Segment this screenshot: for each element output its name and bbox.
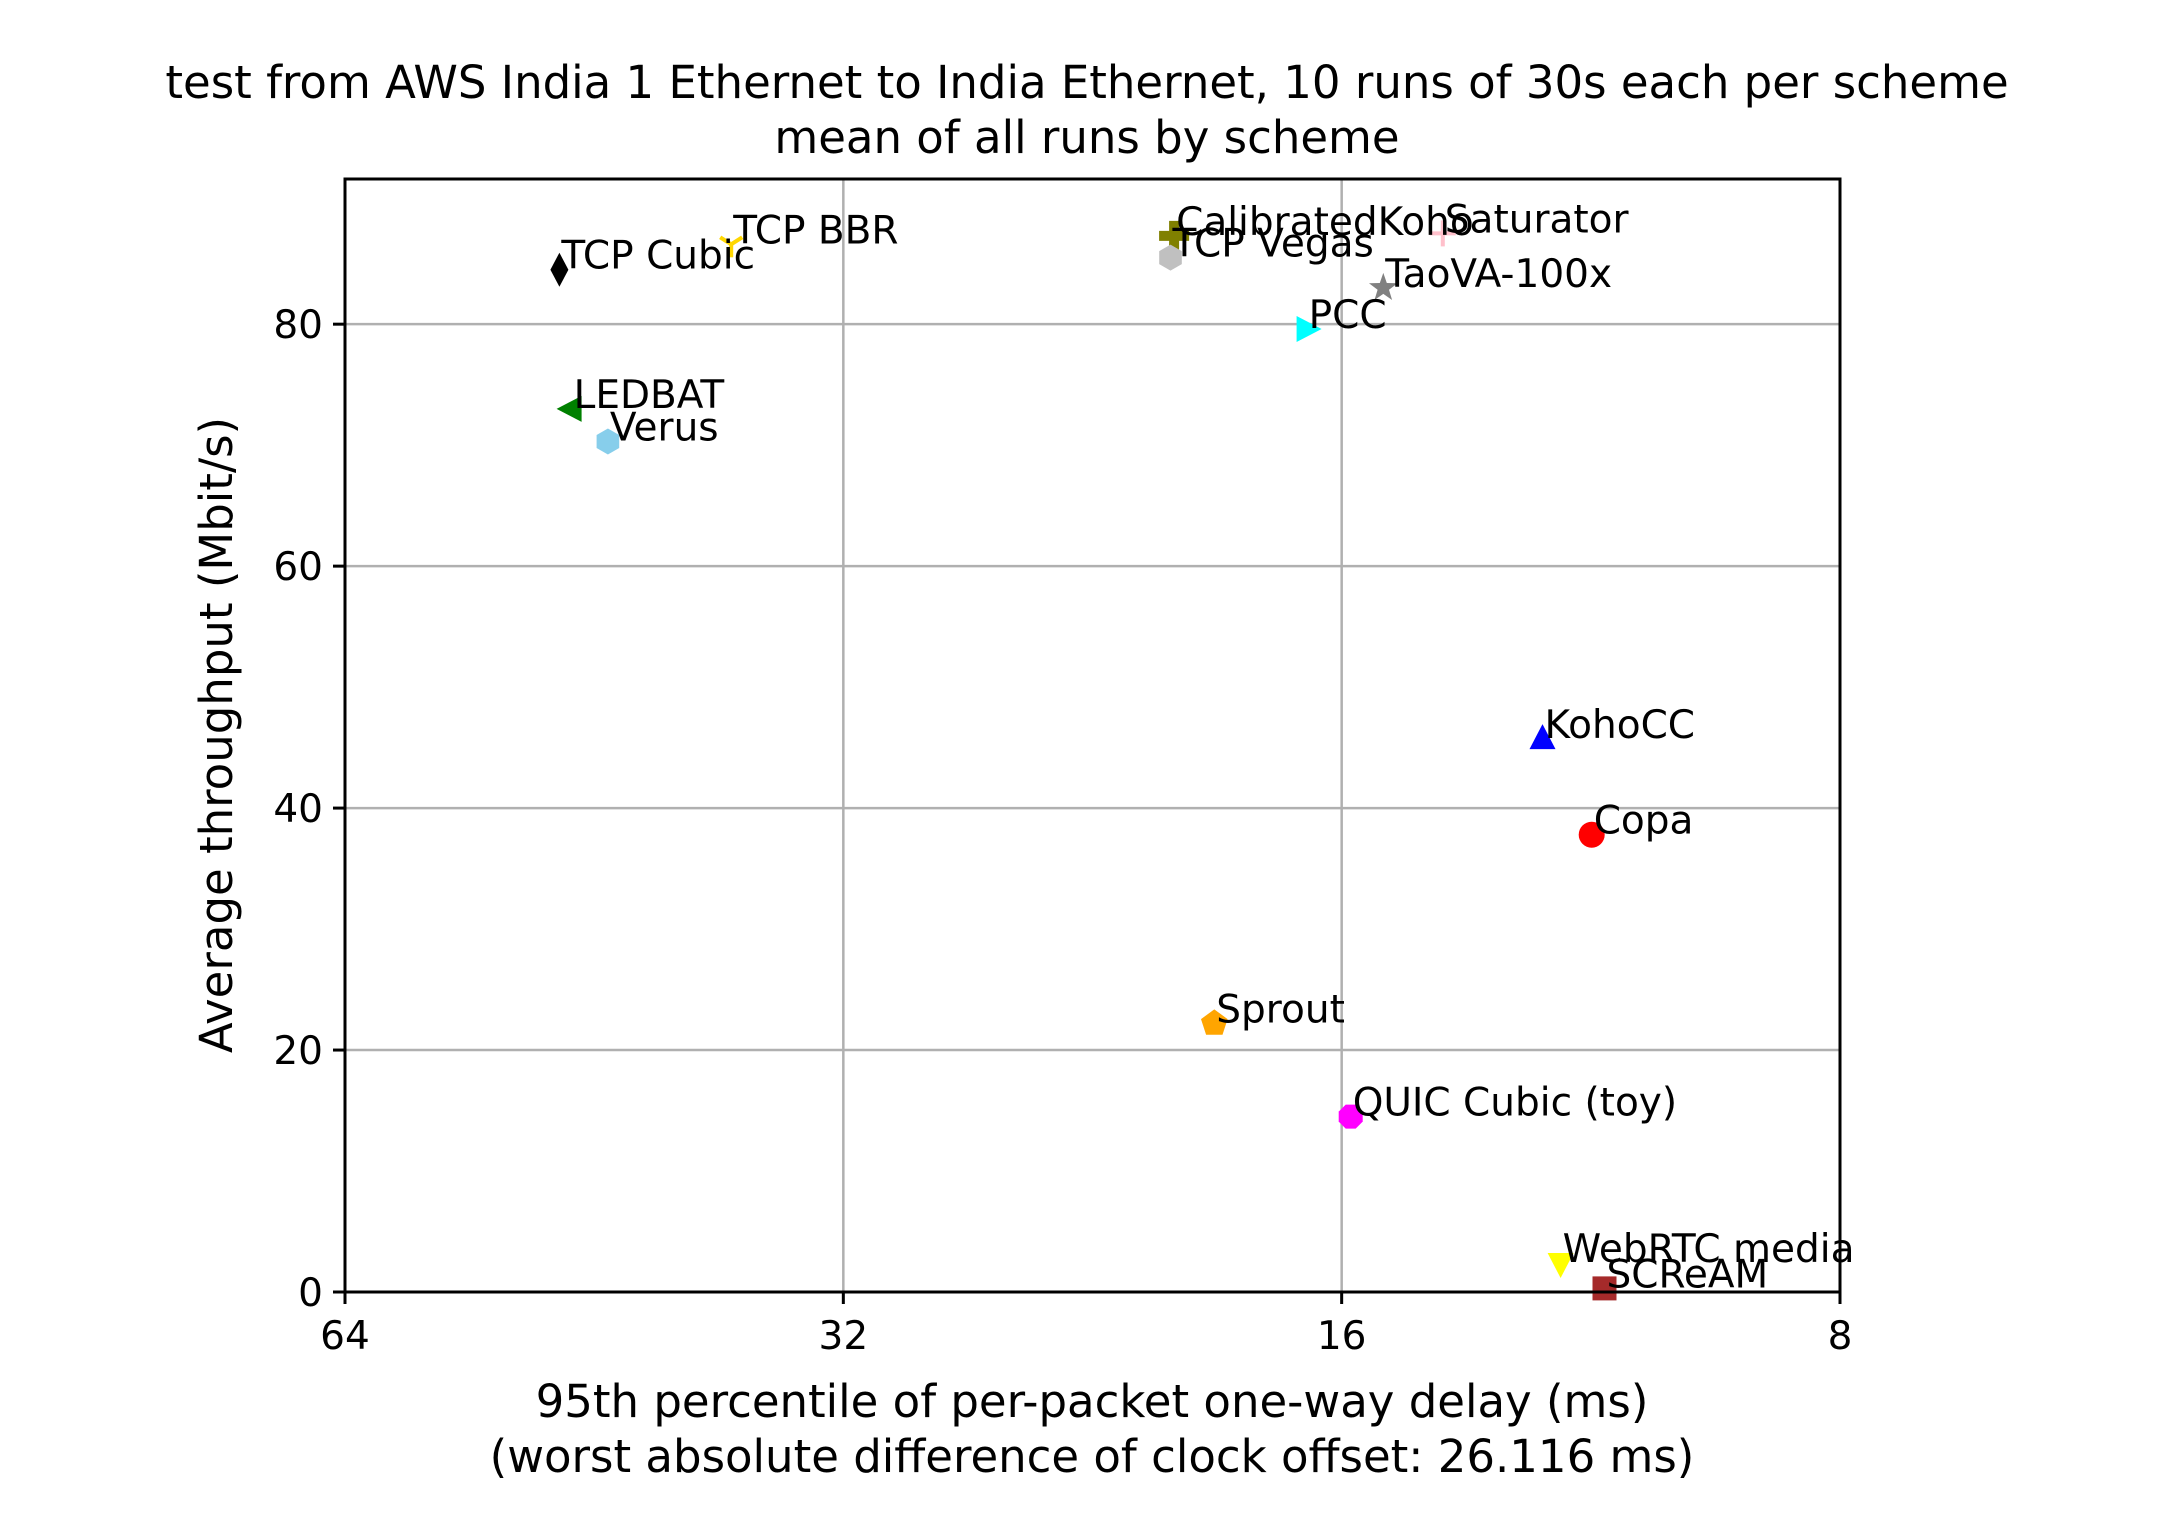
point-label-copa: Copa [1594, 799, 1694, 844]
x-tick-label: 64 [320, 1314, 370, 1359]
point-label-quic-cubic-toy: QUIC Cubic (toy) [1353, 1081, 1677, 1126]
point-label-calibratedkoho: CalibratedKoho [1176, 200, 1474, 245]
point-verus [596, 428, 620, 455]
y-tick-label: 80 [273, 303, 323, 348]
point-label-tcp-cubic: TCP Cubic [560, 234, 755, 279]
y-tick-label: 20 [273, 1029, 323, 1074]
point-calibratedkoho [1159, 220, 1190, 251]
point-label-scream: SCReAM [1607, 1252, 1769, 1297]
point-scream [1592, 1276, 1617, 1301]
point-label-kohocc: KohoCC [1545, 703, 1696, 748]
point-label-tcp-vegas: TCP Vegas [1172, 222, 1374, 267]
x-axis-label: 95th percentile of per-packet one-way de… [536, 1375, 1649, 1428]
y-tick-label: 60 [273, 545, 323, 590]
point-kohocc [1529, 724, 1556, 750]
x-axis-label-secondary: (worst absolute difference of clock offs… [490, 1430, 1695, 1483]
point-quic-cubic-toy [1338, 1104, 1363, 1129]
point-label-pcc: PCC [1309, 293, 1387, 338]
point-ledbat [556, 395, 582, 422]
point-tcp-cubic [550, 252, 569, 287]
y-axis-label: Average throughput (Mbit/s) [190, 417, 243, 1053]
point-label-sprout: Sprout [1216, 987, 1345, 1032]
chart-subtitle: mean of all runs by scheme [774, 111, 1399, 164]
data-points [550, 220, 1617, 1301]
point-pcc [1296, 316, 1322, 342]
point-label-verus: Verus [610, 406, 719, 451]
y-tick-label: 40 [273, 787, 323, 832]
point-taova-100x [1369, 272, 1398, 300]
y-tick-label: 0 [298, 1271, 323, 1316]
point-label-taova-100x: TaoVA-100x [1384, 252, 1612, 297]
point-saturator [1429, 220, 1456, 247]
point-webrtc-media [1547, 1253, 1574, 1278]
point-label-tcp-bbr: TCP BBR [732, 208, 898, 253]
x-tick-label: 32 [819, 1314, 869, 1359]
point-label-ledbat: LEDBAT [574, 373, 725, 418]
x-tick-label: 8 [1828, 1314, 1853, 1359]
plot-frame [343, 177, 1842, 1294]
point-tcp-bbr [719, 235, 744, 258]
x-tick-label: 16 [1317, 1314, 1367, 1359]
point-sprout [1201, 1009, 1228, 1035]
chart-title: test from AWS India 1 Ethernet to India … [165, 56, 2008, 109]
point-label-saturator: Saturator [1445, 197, 1630, 242]
point-label-webrtc-media: WebRTC media [1563, 1227, 1855, 1272]
point-tcp-vegas [1159, 244, 1182, 271]
point-copa [1578, 821, 1605, 848]
